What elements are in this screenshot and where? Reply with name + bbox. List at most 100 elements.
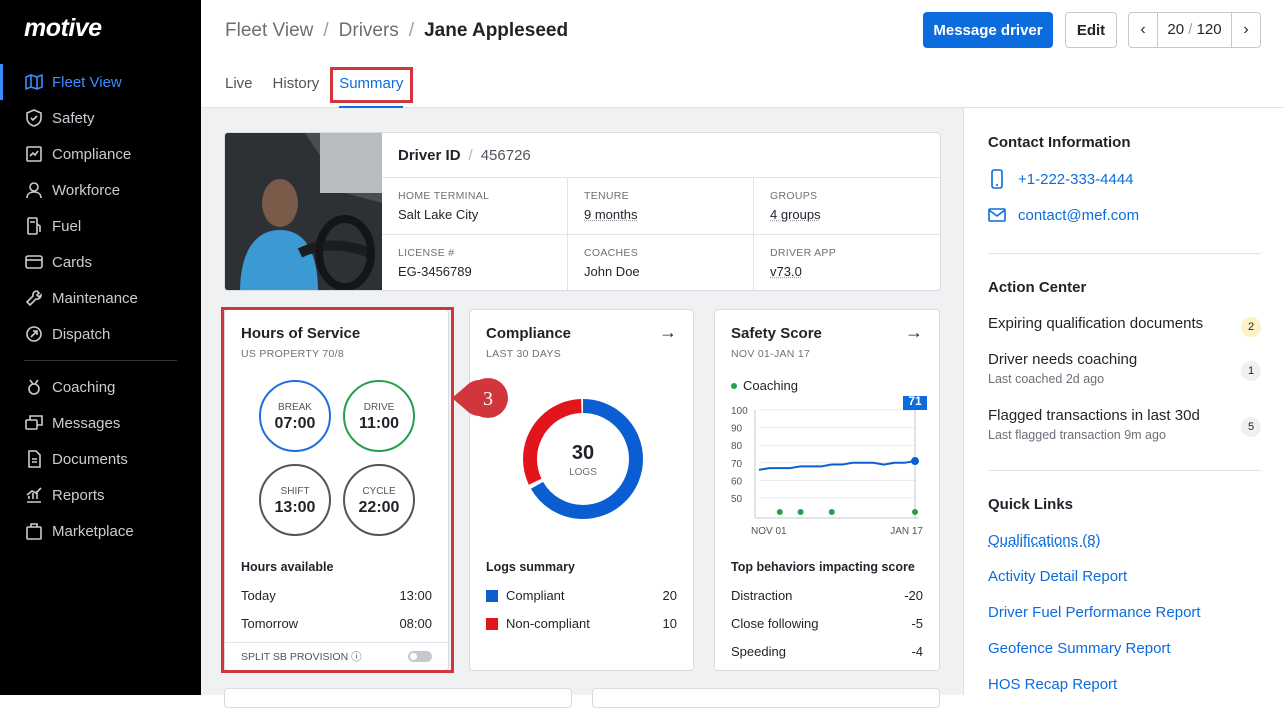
sidebar-item-messages[interactable]: Messages xyxy=(0,405,201,441)
messages-icon xyxy=(24,413,44,433)
non-compliant-row: Non-compliant 10 xyxy=(486,616,677,631)
x-tick-label: NOV 01 xyxy=(751,526,787,537)
sidebar-item-dispatch[interactable]: Dispatch xyxy=(0,316,201,352)
sidebar-item-fleet-view[interactable]: Fleet View xyxy=(0,64,201,100)
sidebar-item-documents[interactable]: Documents xyxy=(0,441,201,477)
arrow-right-icon[interactable]: → xyxy=(659,322,677,343)
coaching-point xyxy=(777,509,783,515)
sidebar-item-coaching[interactable]: Coaching xyxy=(0,369,201,405)
fuel-icon xyxy=(24,216,44,236)
document-icon xyxy=(24,449,44,469)
row-value: 20 xyxy=(663,588,677,603)
chevron-left-icon[interactable]: ‹ xyxy=(1129,13,1157,47)
sidebar-item-fuel[interactable]: Fuel xyxy=(0,208,201,244)
breadcrumb-drivers[interactable]: Drivers xyxy=(339,20,399,42)
row-value: -4 xyxy=(911,644,923,659)
pager-total: 120 xyxy=(1197,21,1222,38)
compliance-subtitle: LAST 30 DAYS xyxy=(486,348,561,360)
row-label: Non-compliant xyxy=(506,616,590,631)
edit-button[interactable]: Edit xyxy=(1065,12,1117,48)
sidebar-item-marketplace[interactable]: Marketplace xyxy=(0,513,201,549)
driver-photo-illustration xyxy=(225,133,382,291)
right-panel: Contact Information +1-222-333-4444 cont… xyxy=(963,108,1284,695)
compliant-swatch xyxy=(486,590,498,602)
row-label: Close following xyxy=(731,616,818,631)
behavior-row: Close following -5 xyxy=(731,616,923,631)
breadcrumb-separator: / xyxy=(409,20,414,42)
sidebar-item-cards[interactable]: Cards xyxy=(0,244,201,280)
motive-logo[interactable]: motive xyxy=(24,14,102,43)
safety-score-chart: 100908070605071NOV 01 JAN 17 xyxy=(715,396,939,546)
y-tick-label: 50 xyxy=(731,494,743,505)
summary-tab-highlight xyxy=(330,67,413,103)
behavior-row: Distraction -20 xyxy=(731,588,923,603)
driver-id-separator: / xyxy=(469,147,473,164)
field-value: John Doe xyxy=(584,264,737,279)
non-compliant-swatch xyxy=(486,618,498,630)
action-item[interactable]: Expiring qualification documents 2 xyxy=(988,315,1261,332)
sidebar-item-maintenance[interactable]: Maintenance xyxy=(0,280,201,316)
sidebar-item-label: Cards xyxy=(52,254,92,271)
phone-text[interactable]: +1-222-333-4444 xyxy=(1018,171,1134,188)
quick-link-hos-recap[interactable]: HOS Recap Report xyxy=(988,676,1117,693)
action-item[interactable]: Driver needs coaching Last coached 2d ag… xyxy=(988,351,1261,386)
quick-link-qualifications[interactable]: Qualifications (8) xyxy=(988,532,1101,549)
action-title: Flagged transactions in last 30d xyxy=(988,407,1261,424)
safety-score-card[interactable]: Safety Score NOV 01-JAN 17 → Coaching 10… xyxy=(714,309,940,671)
safety-subtitle: NOV 01-JAN 17 xyxy=(731,348,810,360)
groups-cell: GROUPS 4 groups xyxy=(754,178,940,235)
wrench-icon xyxy=(24,288,44,308)
coaching-point xyxy=(829,509,835,515)
coaches-cell: COACHES John Doe xyxy=(568,235,754,291)
row-value: 10 xyxy=(663,616,677,631)
donut-value: 30 xyxy=(522,442,644,465)
sidebar-item-label: Dispatch xyxy=(52,326,110,343)
arrow-right-icon[interactable]: → xyxy=(905,322,923,343)
hos-card-highlight xyxy=(221,307,454,673)
driver-details-grid: HOME TERMINAL Salt Lake City TENURE 9 mont… xyxy=(382,178,940,290)
coaching-dot xyxy=(731,383,737,389)
sidebar-item-workforce[interactable]: Workforce xyxy=(0,172,201,208)
email-link[interactable]: contact@mef.com xyxy=(988,205,1139,225)
field-value[interactable]: 9 months xyxy=(584,207,737,222)
action-item[interactable]: Flagged transactions in last 30d Last fl… xyxy=(988,407,1261,442)
tab-live[interactable]: Live xyxy=(225,68,253,108)
logs-summary-title: Logs summary xyxy=(486,560,575,574)
breadcrumb-fleet-view[interactable]: Fleet View xyxy=(225,20,313,42)
compliance-card[interactable]: Compliance LAST 30 DAYS → 30 LOGS Logs s… xyxy=(469,309,694,671)
pager-sep: / xyxy=(1188,21,1192,38)
person-icon xyxy=(24,180,44,200)
quick-link-geofence[interactable]: Geofence Summary Report xyxy=(988,640,1171,657)
action-count-badge: 2 xyxy=(1241,317,1261,337)
coaching-legend: Coaching xyxy=(731,378,798,393)
field-value[interactable]: v73.0 xyxy=(770,264,924,279)
coaching-icon xyxy=(24,377,44,397)
row-label: Speeding xyxy=(731,644,786,659)
quick-links-title: Quick Links xyxy=(988,496,1073,513)
dispatch-icon xyxy=(24,324,44,344)
y-tick-label: 60 xyxy=(731,476,743,487)
mail-icon xyxy=(988,205,1006,225)
sidebar: motive Fleet View Safety Compliance Work… xyxy=(0,0,201,695)
field-label: COACHES xyxy=(584,247,737,259)
action-subtitle: Last flagged transaction 9m ago xyxy=(988,428,1261,442)
sidebar-item-label: Fuel xyxy=(52,218,81,235)
quick-link-fuel-performance[interactable]: Driver Fuel Performance Report xyxy=(988,604,1201,621)
email-text[interactable]: contact@mef.com xyxy=(1018,207,1139,224)
sidebar-item-compliance[interactable]: Compliance xyxy=(0,136,201,172)
breadcrumb: Fleet View / Drivers / Jane Appleseed xyxy=(225,20,568,42)
action-center-title: Action Center xyxy=(988,279,1086,296)
chevron-right-icon[interactable]: › xyxy=(1232,13,1260,47)
tenure-cell: TENURE 9 months xyxy=(568,178,754,235)
sidebar-item-reports[interactable]: Reports xyxy=(0,477,201,513)
behaviors-title: Top behaviors impacting score xyxy=(731,560,915,574)
y-tick-label: 70 xyxy=(731,459,743,470)
bottom-card-right xyxy=(592,688,940,708)
message-driver-button[interactable]: Message driver xyxy=(923,12,1053,48)
quick-link-activity-detail[interactable]: Activity Detail Report xyxy=(988,568,1127,585)
sidebar-item-label: Compliance xyxy=(52,146,131,163)
field-value[interactable]: 4 groups xyxy=(770,207,924,222)
tab-history[interactable]: History xyxy=(273,68,320,108)
sidebar-item-safety[interactable]: Safety xyxy=(0,100,201,136)
phone-link[interactable]: +1-222-333-4444 xyxy=(988,169,1134,189)
